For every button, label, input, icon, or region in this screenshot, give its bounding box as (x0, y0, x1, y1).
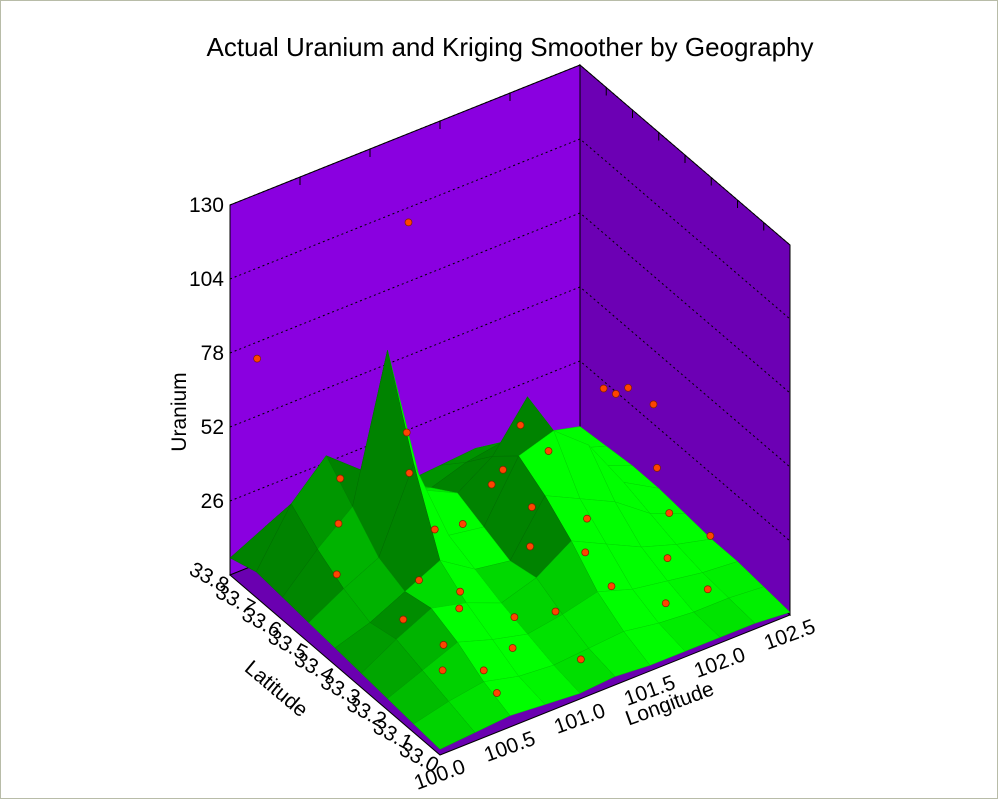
data-point (526, 542, 534, 551)
data-point (415, 576, 423, 585)
data-point (487, 480, 496, 489)
data-point (402, 428, 411, 437)
data-point (649, 400, 658, 409)
z-tick-label: 78 (201, 342, 224, 365)
data-point (577, 655, 585, 664)
data-point (405, 469, 414, 477)
data-point (706, 532, 715, 540)
data-point (665, 509, 674, 517)
data-point (581, 548, 590, 557)
data-point (544, 447, 553, 455)
data-point (599, 384, 608, 393)
data-point (661, 599, 670, 608)
data-point (663, 554, 672, 563)
data-point (455, 604, 464, 613)
z-axis-label: Uranium (168, 372, 191, 451)
data-point (493, 689, 501, 697)
data-point (439, 641, 448, 649)
data-point (334, 519, 343, 528)
z-tick-label: 130 (189, 194, 224, 217)
data-point (332, 570, 341, 579)
data-point (508, 644, 517, 652)
z-tick-label: 104 (189, 268, 224, 291)
data-point (404, 218, 413, 227)
data-point (438, 666, 447, 675)
data-point (253, 354, 261, 363)
surface-facet (413, 701, 476, 750)
data-point (551, 607, 560, 616)
grid-line (229, 360, 791, 542)
data-point (528, 503, 536, 511)
grid-line (229, 138, 791, 320)
plot-area: 265278104130100.0100.5101.0101.5102.0102… (168, 63, 818, 795)
data-point (583, 514, 591, 523)
z-tick-label: 26 (201, 490, 224, 513)
data-point (479, 666, 488, 675)
data-point (516, 421, 525, 430)
data-point (607, 582, 616, 591)
data-point (430, 525, 439, 534)
data-point (456, 587, 464, 596)
data-point (499, 465, 507, 474)
z-tick-label: 52 (201, 416, 224, 439)
grid-line (229, 286, 791, 468)
data-point (624, 383, 632, 392)
data-point (458, 520, 467, 528)
chart-title: Actual Uranium and Kriging Smoother by G… (207, 32, 814, 62)
data-point (510, 613, 519, 621)
data-point (336, 474, 345, 483)
data-point (703, 585, 712, 594)
data-point (612, 389, 620, 398)
data-point (653, 464, 661, 472)
grid-line (229, 212, 791, 394)
data-point (399, 615, 408, 624)
